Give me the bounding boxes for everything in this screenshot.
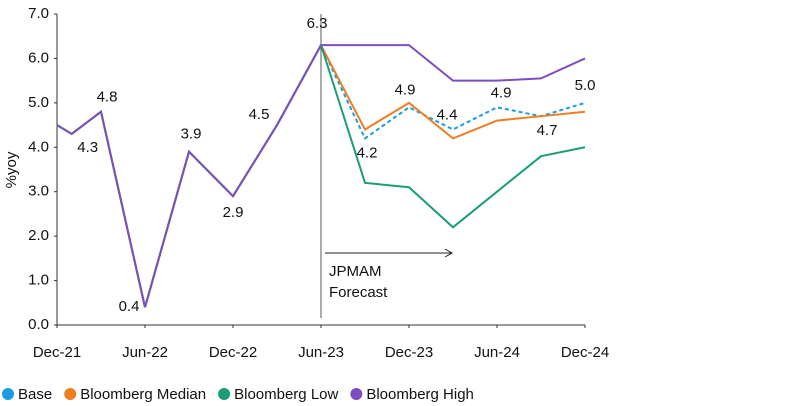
data-label: 4.5 <box>249 106 270 123</box>
legend-marker <box>64 388 77 400</box>
y-axis-label: %yoy <box>3 151 20 188</box>
y-tick-label: 1.0 <box>28 272 49 289</box>
legend-label: Base <box>18 386 52 403</box>
x-tick-label: Dec-22 <box>209 344 257 361</box>
x-tick-label: Jun-23 <box>298 344 344 361</box>
legend-marker <box>350 388 363 400</box>
data-label: 4.9 <box>491 84 512 101</box>
data-label: 4.2 <box>357 144 378 161</box>
data-label: 4.8 <box>97 89 118 106</box>
data-label: 4.3 <box>77 139 98 156</box>
y-tick-label: 3.0 <box>28 183 49 200</box>
legend-label: Bloomberg High <box>366 386 474 403</box>
legend-label: Bloomberg Low <box>234 386 338 403</box>
forecast-arrowhead <box>444 248 454 258</box>
data-label: 4.9 <box>395 81 416 98</box>
annotation: JPMAM <box>329 263 382 280</box>
y-tick-label: 2.0 <box>28 227 49 244</box>
y-tick-label: 5.0 <box>28 94 49 111</box>
data-label: 6.3 <box>307 15 328 32</box>
legend-marker <box>2 388 14 400</box>
legend-label: Bloomberg Median <box>80 386 206 403</box>
x-tick-label: Dec-24 <box>561 344 609 361</box>
x-tick-label: Jun-22 <box>122 344 168 361</box>
data-label: 0.4 <box>119 298 140 315</box>
annotation: Forecast <box>329 284 388 301</box>
series-line <box>56 44 586 308</box>
data-label: 4.7 <box>537 122 558 139</box>
x-tick-label: Dec-21 <box>33 344 81 361</box>
y-tick-label: 6.0 <box>28 49 49 66</box>
data-label: 5.0 <box>575 77 596 94</box>
data-label: 4.4 <box>437 106 458 123</box>
data-label: 3.9 <box>181 126 202 143</box>
x-tick-label: Jun-24 <box>474 344 520 361</box>
legend-marker <box>218 388 231 400</box>
y-tick-label: 7.0 <box>28 5 49 22</box>
data-label: 2.9 <box>223 204 244 221</box>
y-tick-label: 4.0 <box>28 138 49 155</box>
x-tick-label: Dec-23 <box>385 344 433 361</box>
y-tick-label: 0.0 <box>28 316 49 333</box>
